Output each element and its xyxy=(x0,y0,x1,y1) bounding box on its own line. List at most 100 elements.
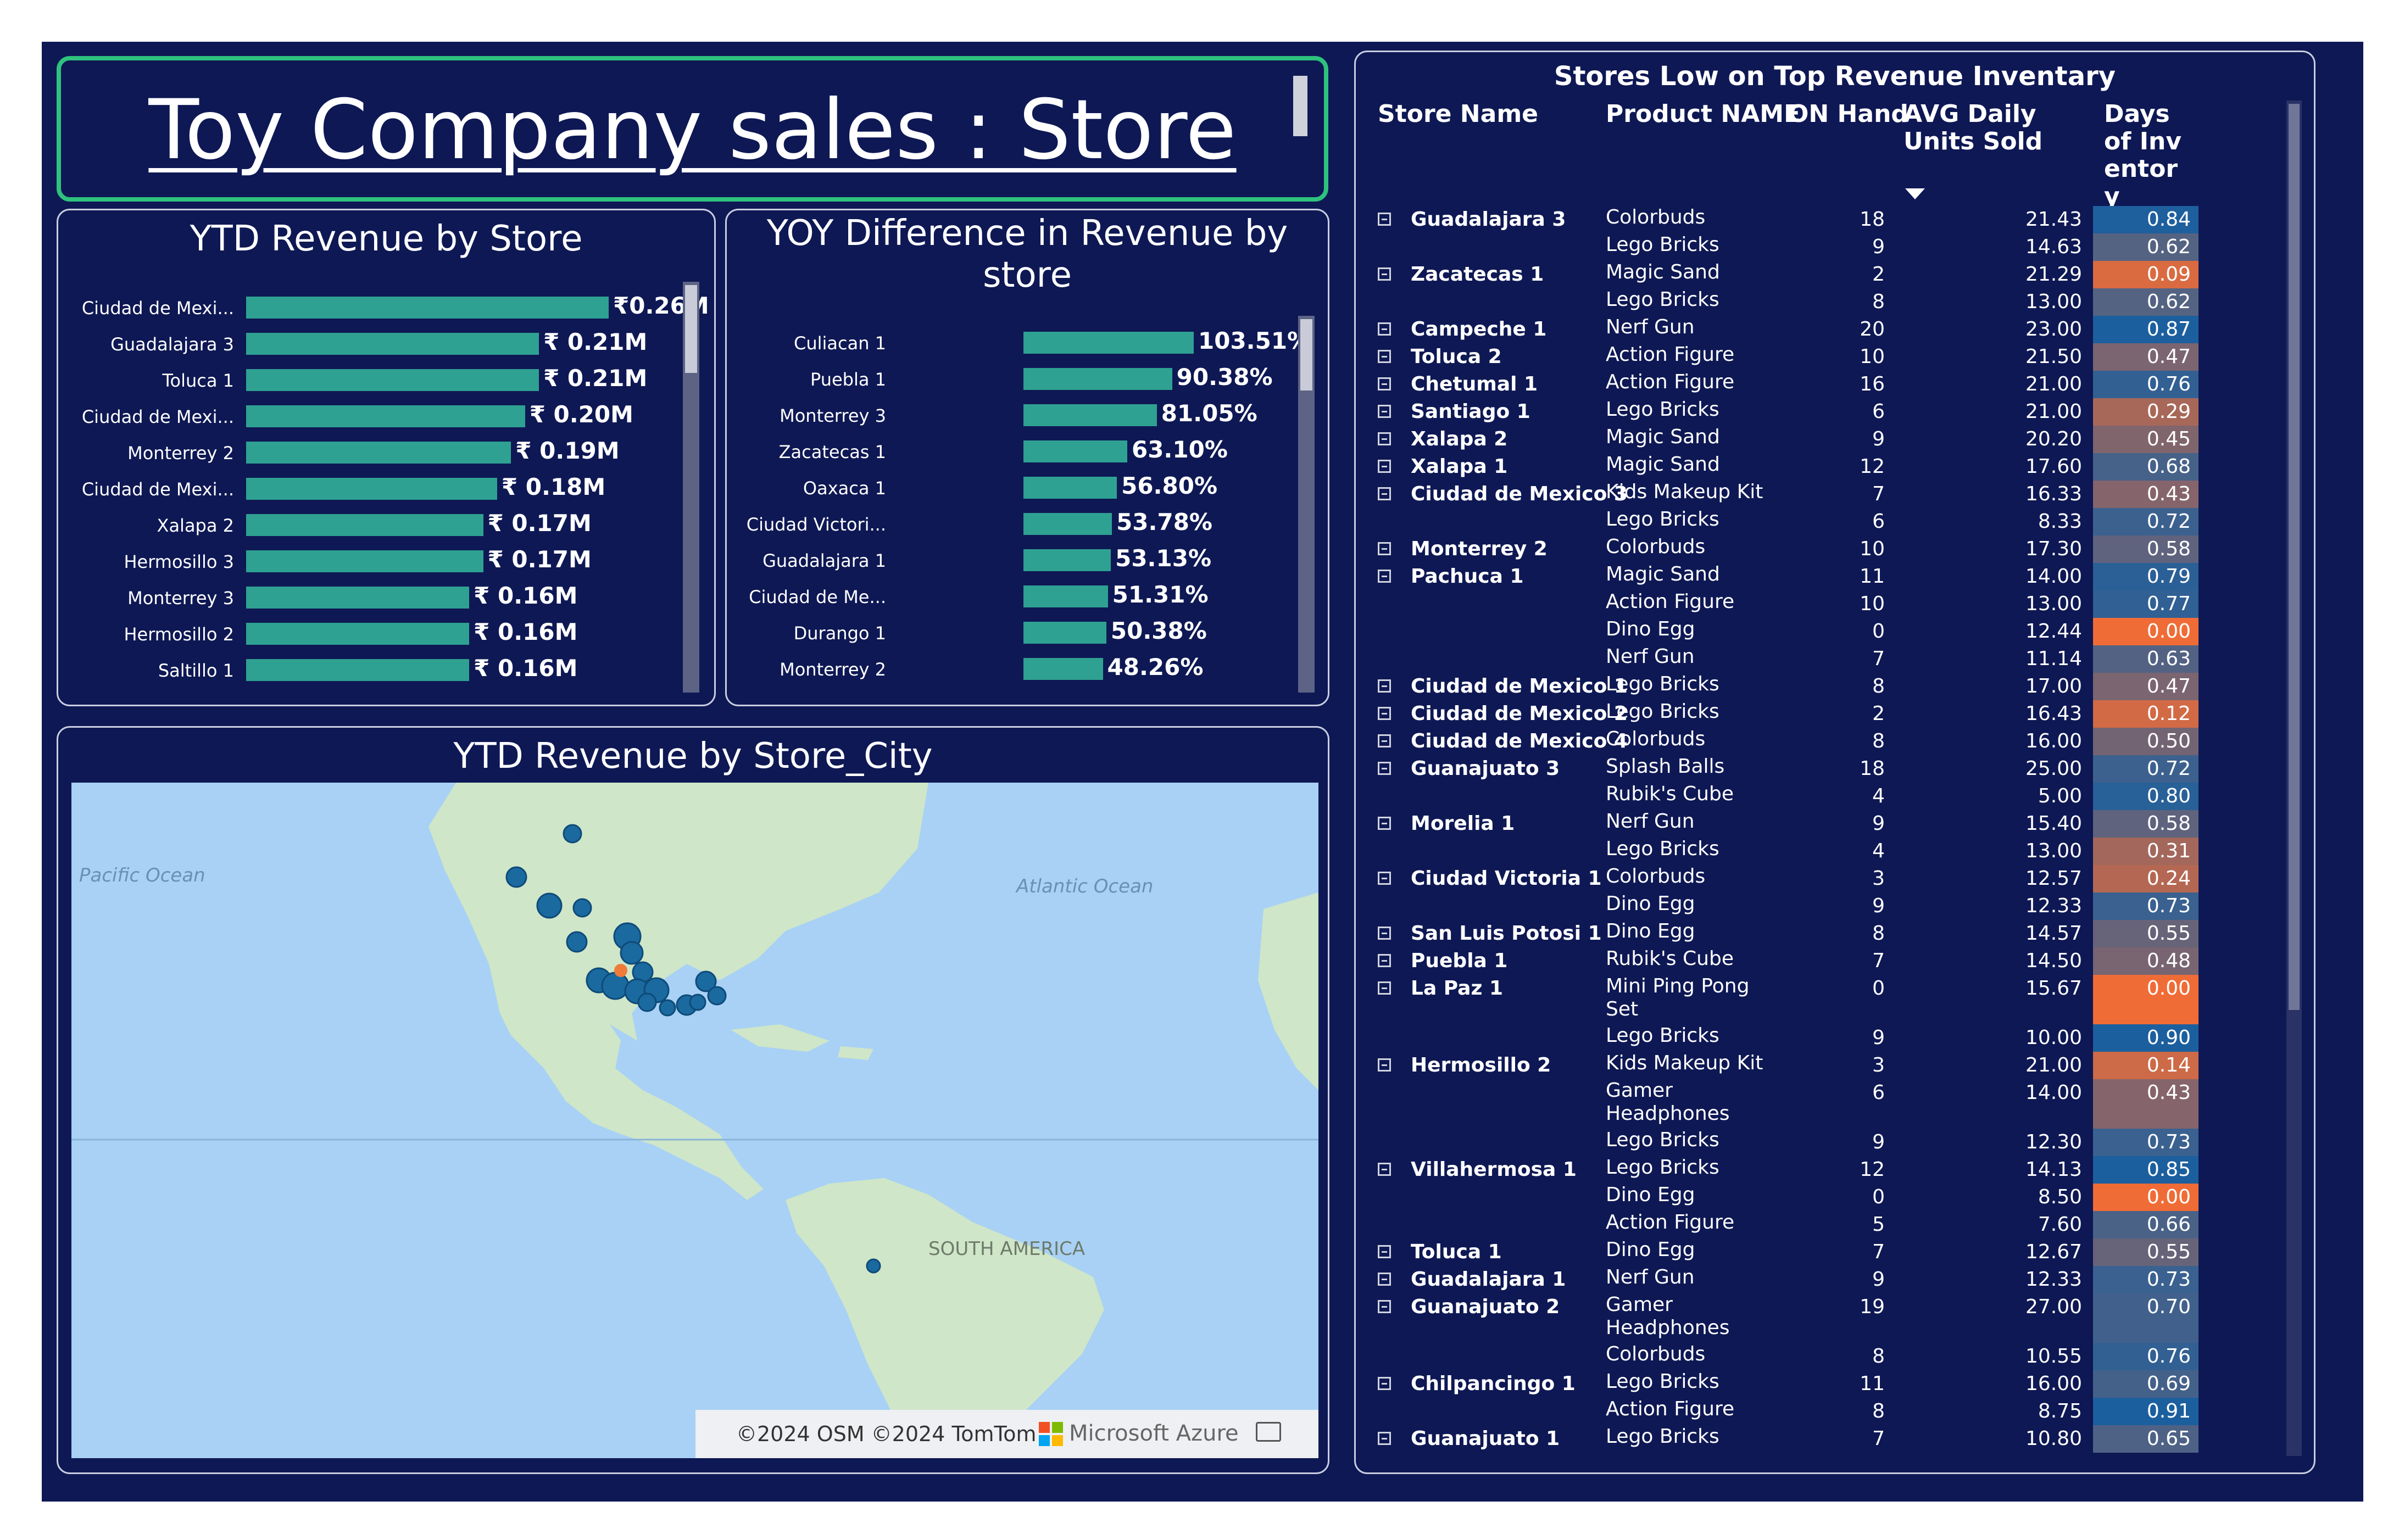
collapse-row-icon[interactable] xyxy=(1378,762,1391,775)
ytd-store-bar[interactable] xyxy=(246,587,470,609)
collapse-row-icon[interactable] xyxy=(1378,1273,1391,1286)
yoy-bar[interactable] xyxy=(1023,513,1112,535)
yoy-bar[interactable] xyxy=(1023,368,1172,390)
table-row[interactable]: Ciudad de Mexico 2 Lego Bricks 2 16.43 0.12 xyxy=(1356,700,2279,728)
ytd-store-bar[interactable] xyxy=(246,514,483,536)
collapse-row-icon[interactable] xyxy=(1378,1058,1391,1072)
table-row[interactable]: Nerf Gun 7 11.14 0.63 xyxy=(1356,645,2279,673)
collapse-row-icon[interactable] xyxy=(1378,213,1391,226)
ytd-store-bar[interactable] xyxy=(246,297,609,319)
collapse-row-icon[interactable] xyxy=(1378,734,1391,747)
yoy-bar[interactable] xyxy=(1023,622,1106,644)
yoy-bar[interactable] xyxy=(1023,440,1127,462)
table-row[interactable]: La Paz 1 Mini Ping Pong Set 0 15.67 0.00 xyxy=(1356,975,2279,1024)
ytd-store-bar[interactable] xyxy=(246,442,511,464)
collapse-row-icon[interactable] xyxy=(1378,542,1391,555)
collapse-row-icon[interactable] xyxy=(1378,1377,1391,1390)
collapse-row-icon[interactable] xyxy=(1378,954,1391,967)
table-row[interactable]: Chetumal 1 Action Figure 16 21.00 0.76 xyxy=(1356,371,2279,398)
collapse-row-icon[interactable] xyxy=(1378,570,1391,583)
table-row[interactable]: Xalapa 2 Magic Sand 9 20.20 0.45 xyxy=(1356,426,2279,453)
collapse-row-icon[interactable] xyxy=(1378,927,1391,940)
table-row[interactable]: Action Figure 5 7.60 0.66 xyxy=(1356,1211,2279,1238)
collapse-row-icon[interactable] xyxy=(1378,322,1391,336)
table-row[interactable]: Guanajuato 2 Gamer Headphones 19 27.00 0.70 xyxy=(1356,1293,2279,1343)
table-row[interactable]: Lego Bricks 8 13.00 0.62 xyxy=(1356,288,2279,316)
ytd-store-bar[interactable] xyxy=(246,333,539,355)
table-row[interactable]: Ciudad Victoria 1 Colorbuds 3 12.57 0.24 xyxy=(1356,865,2279,892)
yoy-bar[interactable] xyxy=(1023,332,1194,354)
collapse-row-icon[interactable] xyxy=(1378,405,1391,418)
ytd-store-bar[interactable] xyxy=(246,478,497,500)
collapse-row-icon[interactable] xyxy=(1378,350,1391,363)
table-row[interactable]: Guanajuato 3 Splash Balls 18 25.00 0.72 xyxy=(1356,755,2279,783)
table-row[interactable]: Toluca 2 Action Figure 10 21.50 0.47 xyxy=(1356,343,2279,371)
table-row[interactable]: Zacatecas 1 Magic Sand 2 21.29 0.09 xyxy=(1356,261,2279,288)
collapse-row-icon[interactable] xyxy=(1378,267,1391,281)
ytd-store-bar[interactable] xyxy=(246,659,470,681)
table-row[interactable]: Dino Egg 0 8.50 0.00 xyxy=(1356,1184,2279,1211)
ytd-store-scrollbar-track[interactable] xyxy=(683,282,699,693)
table-row[interactable]: Guadalajara 1 Nerf Gun 9 12.33 0.73 xyxy=(1356,1266,2279,1293)
table-row[interactable]: Campeche 1 Nerf Gun 20 23.00 0.87 xyxy=(1356,316,2279,343)
table-row[interactable]: Dino Egg 9 12.33 0.73 xyxy=(1356,892,2279,920)
table-row[interactable]: Ciudad de Mexico 4 Colorbuds 8 16.00 0.50 xyxy=(1356,728,2279,755)
table-row[interactable]: Santiago 1 Lego Bricks 6 21.00 0.29 xyxy=(1356,398,2279,426)
table-row[interactable]: Monterrey 2 Colorbuds 10 17.30 0.58 xyxy=(1356,535,2279,563)
collapse-row-icon[interactable] xyxy=(1378,707,1391,720)
table-row[interactable]: Xalapa 1 Magic Sand 12 17.60 0.68 xyxy=(1356,453,2279,481)
col-header-on-hand[interactable]: ON Hand xyxy=(1788,100,1908,128)
yoy-bar[interactable] xyxy=(1023,585,1108,607)
yoy-bar[interactable] xyxy=(1023,404,1157,426)
table-row[interactable]: Lego Bricks 6 8.33 0.72 xyxy=(1356,508,2279,535)
collapse-row-icon[interactable] xyxy=(1378,872,1391,885)
yoy-bar[interactable] xyxy=(1023,477,1117,499)
collapse-row-icon[interactable] xyxy=(1378,377,1391,390)
table-row[interactable]: Action Figure 10 13.00 0.77 xyxy=(1356,590,2279,618)
collapse-row-icon[interactable] xyxy=(1378,981,1391,995)
collapse-row-icon[interactable] xyxy=(1378,487,1391,500)
collapse-row-icon[interactable] xyxy=(1378,1163,1391,1176)
table-row[interactable]: Guanajuato 1 Lego Bricks 7 10.80 0.65 xyxy=(1356,1425,2279,1453)
table-row[interactable]: Rubik's Cube 4 5.00 0.80 xyxy=(1356,783,2279,810)
table-row[interactable]: Ciudad de Mexico 1 Lego Bricks 8 17.00 0.47 xyxy=(1356,673,2279,700)
ytd-store-scrollbar-thumb[interactable] xyxy=(685,285,697,373)
table-row[interactable]: Action Figure 8 8.75 0.91 xyxy=(1356,1398,2279,1425)
table-row[interactable]: Gamer Headphones 6 14.00 0.43 xyxy=(1356,1079,2279,1129)
col-header-days-of-inventory[interactable]: Days of Inventory xyxy=(2104,100,2182,210)
table-row[interactable]: San Luis Potosi 1 Dino Egg 8 14.57 0.55 xyxy=(1356,920,2279,947)
collapse-row-icon[interactable] xyxy=(1378,460,1391,473)
yoy-bar[interactable] xyxy=(1023,658,1103,680)
title-scrollbar[interactable] xyxy=(1293,76,1307,136)
table-row[interactable]: Colorbuds 8 10.55 0.76 xyxy=(1356,1343,2279,1370)
map-canvas[interactable]: Pacific Ocean Atlantic Ocean SOUTH AMERI… xyxy=(71,783,1318,1458)
collapse-row-icon[interactable] xyxy=(1378,432,1391,445)
table-row[interactable]: Morelia 1 Nerf Gun 9 15.40 0.58 xyxy=(1356,810,2279,838)
ytd-store-bar[interactable] xyxy=(246,550,483,572)
collapse-row-icon[interactable] xyxy=(1378,1245,1391,1258)
table-row[interactable]: Puebla 1 Rubik's Cube 7 14.50 0.48 xyxy=(1356,947,2279,975)
ytd-store-bar[interactable] xyxy=(246,369,539,391)
table-row[interactable]: Lego Bricks 9 10.00 0.90 xyxy=(1356,1024,2279,1052)
table-row[interactable]: Lego Bricks 9 14.63 0.62 xyxy=(1356,233,2279,261)
col-header-store-name[interactable]: Store Name xyxy=(1378,100,1539,128)
collapse-row-icon[interactable] xyxy=(1378,817,1391,830)
collapse-row-icon[interactable] xyxy=(1378,1300,1391,1313)
table-row[interactable]: Hermosillo 2 Kids Makeup Kit 3 21.00 0.14 xyxy=(1356,1052,2279,1079)
table-row[interactable]: Villahermosa 1 Lego Bricks 12 14.13 0.85 xyxy=(1356,1156,2279,1184)
yoy-scrollbar-track[interactable] xyxy=(1298,316,1315,693)
map-view[interactable]: Pacific Ocean Atlantic Ocean SOUTH AMERI… xyxy=(71,783,1318,1458)
col-header-avg-daily-units[interactable]: AVG Daily Units Sold xyxy=(1903,100,2043,155)
table-scrollbar-thumb[interactable] xyxy=(2289,104,2300,1010)
table-row[interactable]: Chilpancingo 1 Lego Bricks 11 16.00 0.69 xyxy=(1356,1370,2279,1398)
collapse-row-icon[interactable] xyxy=(1378,1432,1391,1445)
col-header-product-name[interactable]: Product NAME xyxy=(1606,100,1801,128)
yoy-scrollbar-thumb[interactable] xyxy=(1300,319,1312,390)
table-scrollbar-track[interactable] xyxy=(2286,101,2302,1456)
yoy-bar[interactable] xyxy=(1023,549,1111,571)
sort-desc-icon[interactable] xyxy=(1905,188,1925,200)
table-row[interactable]: Ciudad de Mexico 3 Kids Makeup Kit 7 16.33 0… xyxy=(1356,481,2279,508)
table-row[interactable]: Dino Egg 0 12.44 0.00 xyxy=(1356,618,2279,645)
feedback-icon[interactable] xyxy=(1256,1422,1281,1442)
ytd-store-bar[interactable] xyxy=(246,623,470,645)
